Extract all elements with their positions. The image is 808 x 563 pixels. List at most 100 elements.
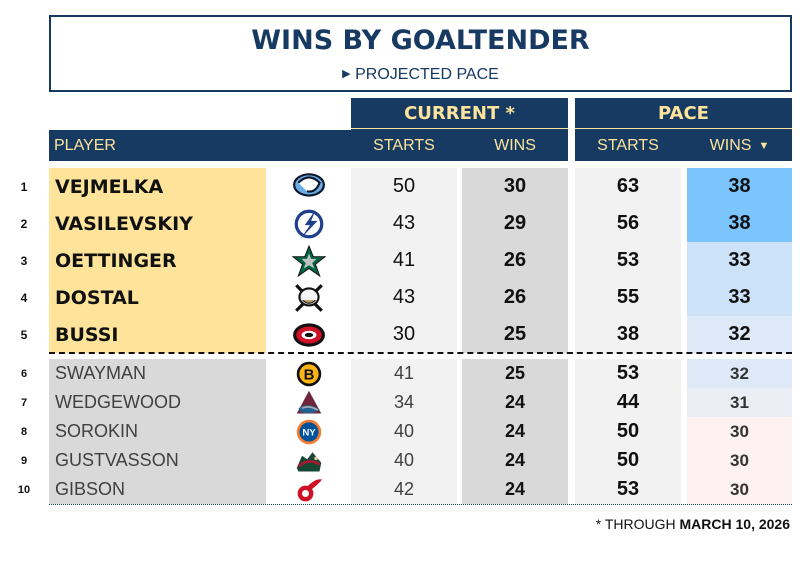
pace-starts: 53	[575, 359, 681, 388]
pace-wins: 38	[687, 205, 792, 242]
column-header-pace-wins-label: WINS	[709, 136, 752, 154]
pace-starts: 55	[575, 279, 681, 316]
rank: 1	[20, 179, 28, 194]
player-name: VASILEVSKIY	[49, 205, 266, 242]
team-logo: B	[266, 359, 351, 388]
pace-wins: 30	[687, 417, 792, 446]
current-starts: 40	[351, 417, 457, 446]
current-starts: 34	[351, 388, 457, 417]
rank: 8	[20, 425, 28, 438]
current-starts: 42	[351, 475, 457, 504]
footnote-prefix: * THROUGH	[595, 516, 680, 532]
rank: 5	[20, 327, 28, 342]
current-wins: 25	[462, 316, 568, 353]
team-logo	[266, 446, 351, 475]
team-logo	[266, 205, 351, 242]
column-header-pace-wins[interactable]: WINS ▼	[687, 130, 792, 161]
group-header-current: CURRENT *	[351, 98, 568, 128]
current-wins: 30	[462, 168, 568, 205]
current-wins: 29	[462, 205, 568, 242]
team-logo	[266, 388, 351, 417]
utah-mammoth-logo	[292, 172, 325, 197]
carolina-hurricanes-logo	[292, 322, 325, 347]
title-box: WINS BY GOALTENDER ▶ PROJECTED PACE	[49, 15, 792, 92]
pace-starts: 56	[575, 205, 681, 242]
pace-starts: 63	[575, 168, 681, 205]
footnote: * THROUGH MARCH 10, 2026	[596, 516, 790, 532]
pace-starts: 38	[575, 316, 681, 353]
divider	[351, 128, 568, 130]
player-name: SOROKIN	[49, 417, 266, 446]
rank: 4	[20, 290, 28, 305]
pace-starts: 53	[575, 242, 681, 279]
pace-wins: 30	[687, 475, 792, 504]
detroit-red-wings-logo	[297, 478, 322, 501]
player-name: DOSTAL	[49, 279, 266, 316]
colorado-avalanche-logo	[296, 390, 321, 413]
header-row-right	[575, 130, 792, 161]
player-name: VEJMELKA	[49, 168, 266, 205]
group-header-pace: PACE	[575, 98, 792, 128]
rank: 10	[17, 483, 31, 496]
rank: 2	[20, 216, 28, 231]
column-header-pace-starts[interactable]: STARTS	[597, 136, 659, 154]
team-logo	[266, 475, 351, 504]
column-header-current-starts[interactable]: STARTS	[373, 136, 435, 154]
pace-wins: 33	[687, 279, 792, 316]
current-wins: 24	[462, 417, 568, 446]
current-wins: 24	[462, 388, 568, 417]
team-logo	[266, 316, 351, 353]
rank: 3	[20, 253, 28, 268]
team-logo	[266, 242, 351, 279]
player-name: OETTINGER	[49, 242, 266, 279]
pace-starts: 44	[575, 388, 681, 417]
pace-wins: 31	[687, 388, 792, 417]
team-logo: NY	[266, 417, 351, 446]
team-logo	[266, 279, 351, 316]
current-starts: 43	[351, 205, 457, 242]
rank: 9	[20, 454, 28, 467]
rank: 7	[20, 396, 28, 409]
subtitle-text: PROJECTED PACE	[355, 66, 499, 83]
column-header-current-wins[interactable]: WINS	[494, 136, 536, 154]
pace-wins: 32	[687, 359, 792, 388]
anaheim-ducks-logo	[294, 283, 323, 312]
current-wins: 24	[462, 446, 568, 475]
current-starts: 41	[351, 359, 457, 388]
pace-starts: 50	[575, 417, 681, 446]
boston-bruins-logo: B	[296, 361, 321, 386]
divider	[575, 128, 792, 130]
triangle-right-icon: ▶	[342, 68, 351, 80]
page-title: WINS BY GOALTENDER	[251, 25, 590, 56]
pace-wins: 32	[687, 316, 792, 353]
column-header-player[interactable]: PLAYER	[54, 136, 116, 154]
footnote-date: MARCH 10, 2026	[679, 516, 791, 532]
current-wins: 26	[462, 242, 568, 279]
current-starts: 43	[351, 279, 457, 316]
pace-starts: 53	[575, 475, 681, 504]
pace-starts: 50	[575, 446, 681, 475]
pace-wins: 33	[687, 242, 792, 279]
current-wins: 26	[462, 279, 568, 316]
current-starts: 50	[351, 168, 457, 205]
player-name: BUSSI	[49, 316, 266, 353]
header-row-left	[49, 130, 568, 161]
current-starts: 40	[351, 446, 457, 475]
player-name: GIBSON	[49, 475, 266, 504]
minnesota-wild-logo	[296, 451, 321, 471]
player-name: GUSTVASSON	[49, 446, 266, 475]
svg-text:NY: NY	[302, 427, 316, 438]
current-starts: 41	[351, 242, 457, 279]
team-logo	[266, 168, 351, 205]
current-wins: 25	[462, 359, 568, 388]
pace-wins: 30	[687, 446, 792, 475]
rank: 6	[20, 367, 28, 380]
svg-text:B: B	[303, 367, 314, 383]
current-wins: 24	[462, 475, 568, 504]
caret-down-icon: ▼	[758, 139, 770, 152]
new-york-islanders-logo: NY	[296, 419, 321, 444]
dallas-stars-logo	[291, 244, 326, 277]
current-starts: 30	[351, 316, 457, 353]
tampa-bay-lightning-logo	[294, 209, 323, 239]
player-name: SWAYMAN	[49, 359, 266, 388]
